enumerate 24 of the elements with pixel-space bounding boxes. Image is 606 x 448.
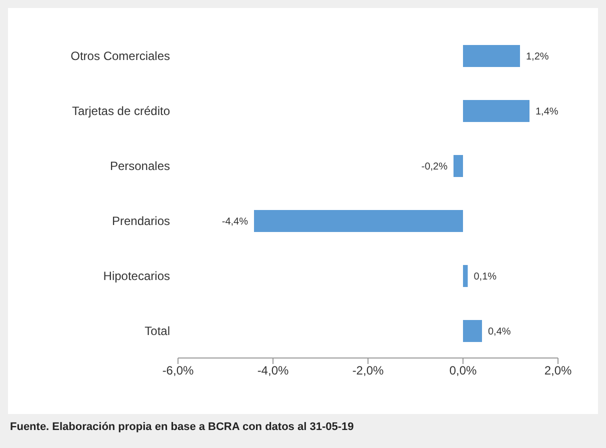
y-tick-label: Prendarios xyxy=(112,214,170,228)
x-tick-label: 2,0% xyxy=(544,364,572,378)
data-label: 1,4% xyxy=(536,106,558,118)
bar xyxy=(254,210,463,232)
bar xyxy=(463,320,482,342)
y-tick-label: Personales xyxy=(110,158,170,173)
data-label: 1,2% xyxy=(526,52,549,62)
x-tick-label: -4,0% xyxy=(257,364,289,378)
bar xyxy=(463,100,530,122)
data-label: 0,4% xyxy=(488,326,511,338)
y-tick-label: Otros Comerciales xyxy=(70,48,170,63)
x-tick-label: 0,0% xyxy=(449,364,477,378)
data-label: -0,2% xyxy=(421,162,448,172)
bar xyxy=(454,155,463,177)
data-label: 0,1% xyxy=(474,272,497,282)
source-note: Fuente. Elaboración propia en base a BCRA con datos al 31-05-19 xyxy=(10,421,354,433)
y-tick-label: Hipotecarios xyxy=(103,268,170,283)
bar xyxy=(463,45,520,67)
bar xyxy=(463,265,468,287)
x-tick-label: -6,0% xyxy=(162,364,194,378)
y-tick-label: Tarjetas de crédito xyxy=(72,104,170,118)
data-label: -4,4% xyxy=(222,216,248,228)
y-tick-label: Total xyxy=(144,324,170,338)
x-tick-label: -2,0% xyxy=(352,364,384,378)
